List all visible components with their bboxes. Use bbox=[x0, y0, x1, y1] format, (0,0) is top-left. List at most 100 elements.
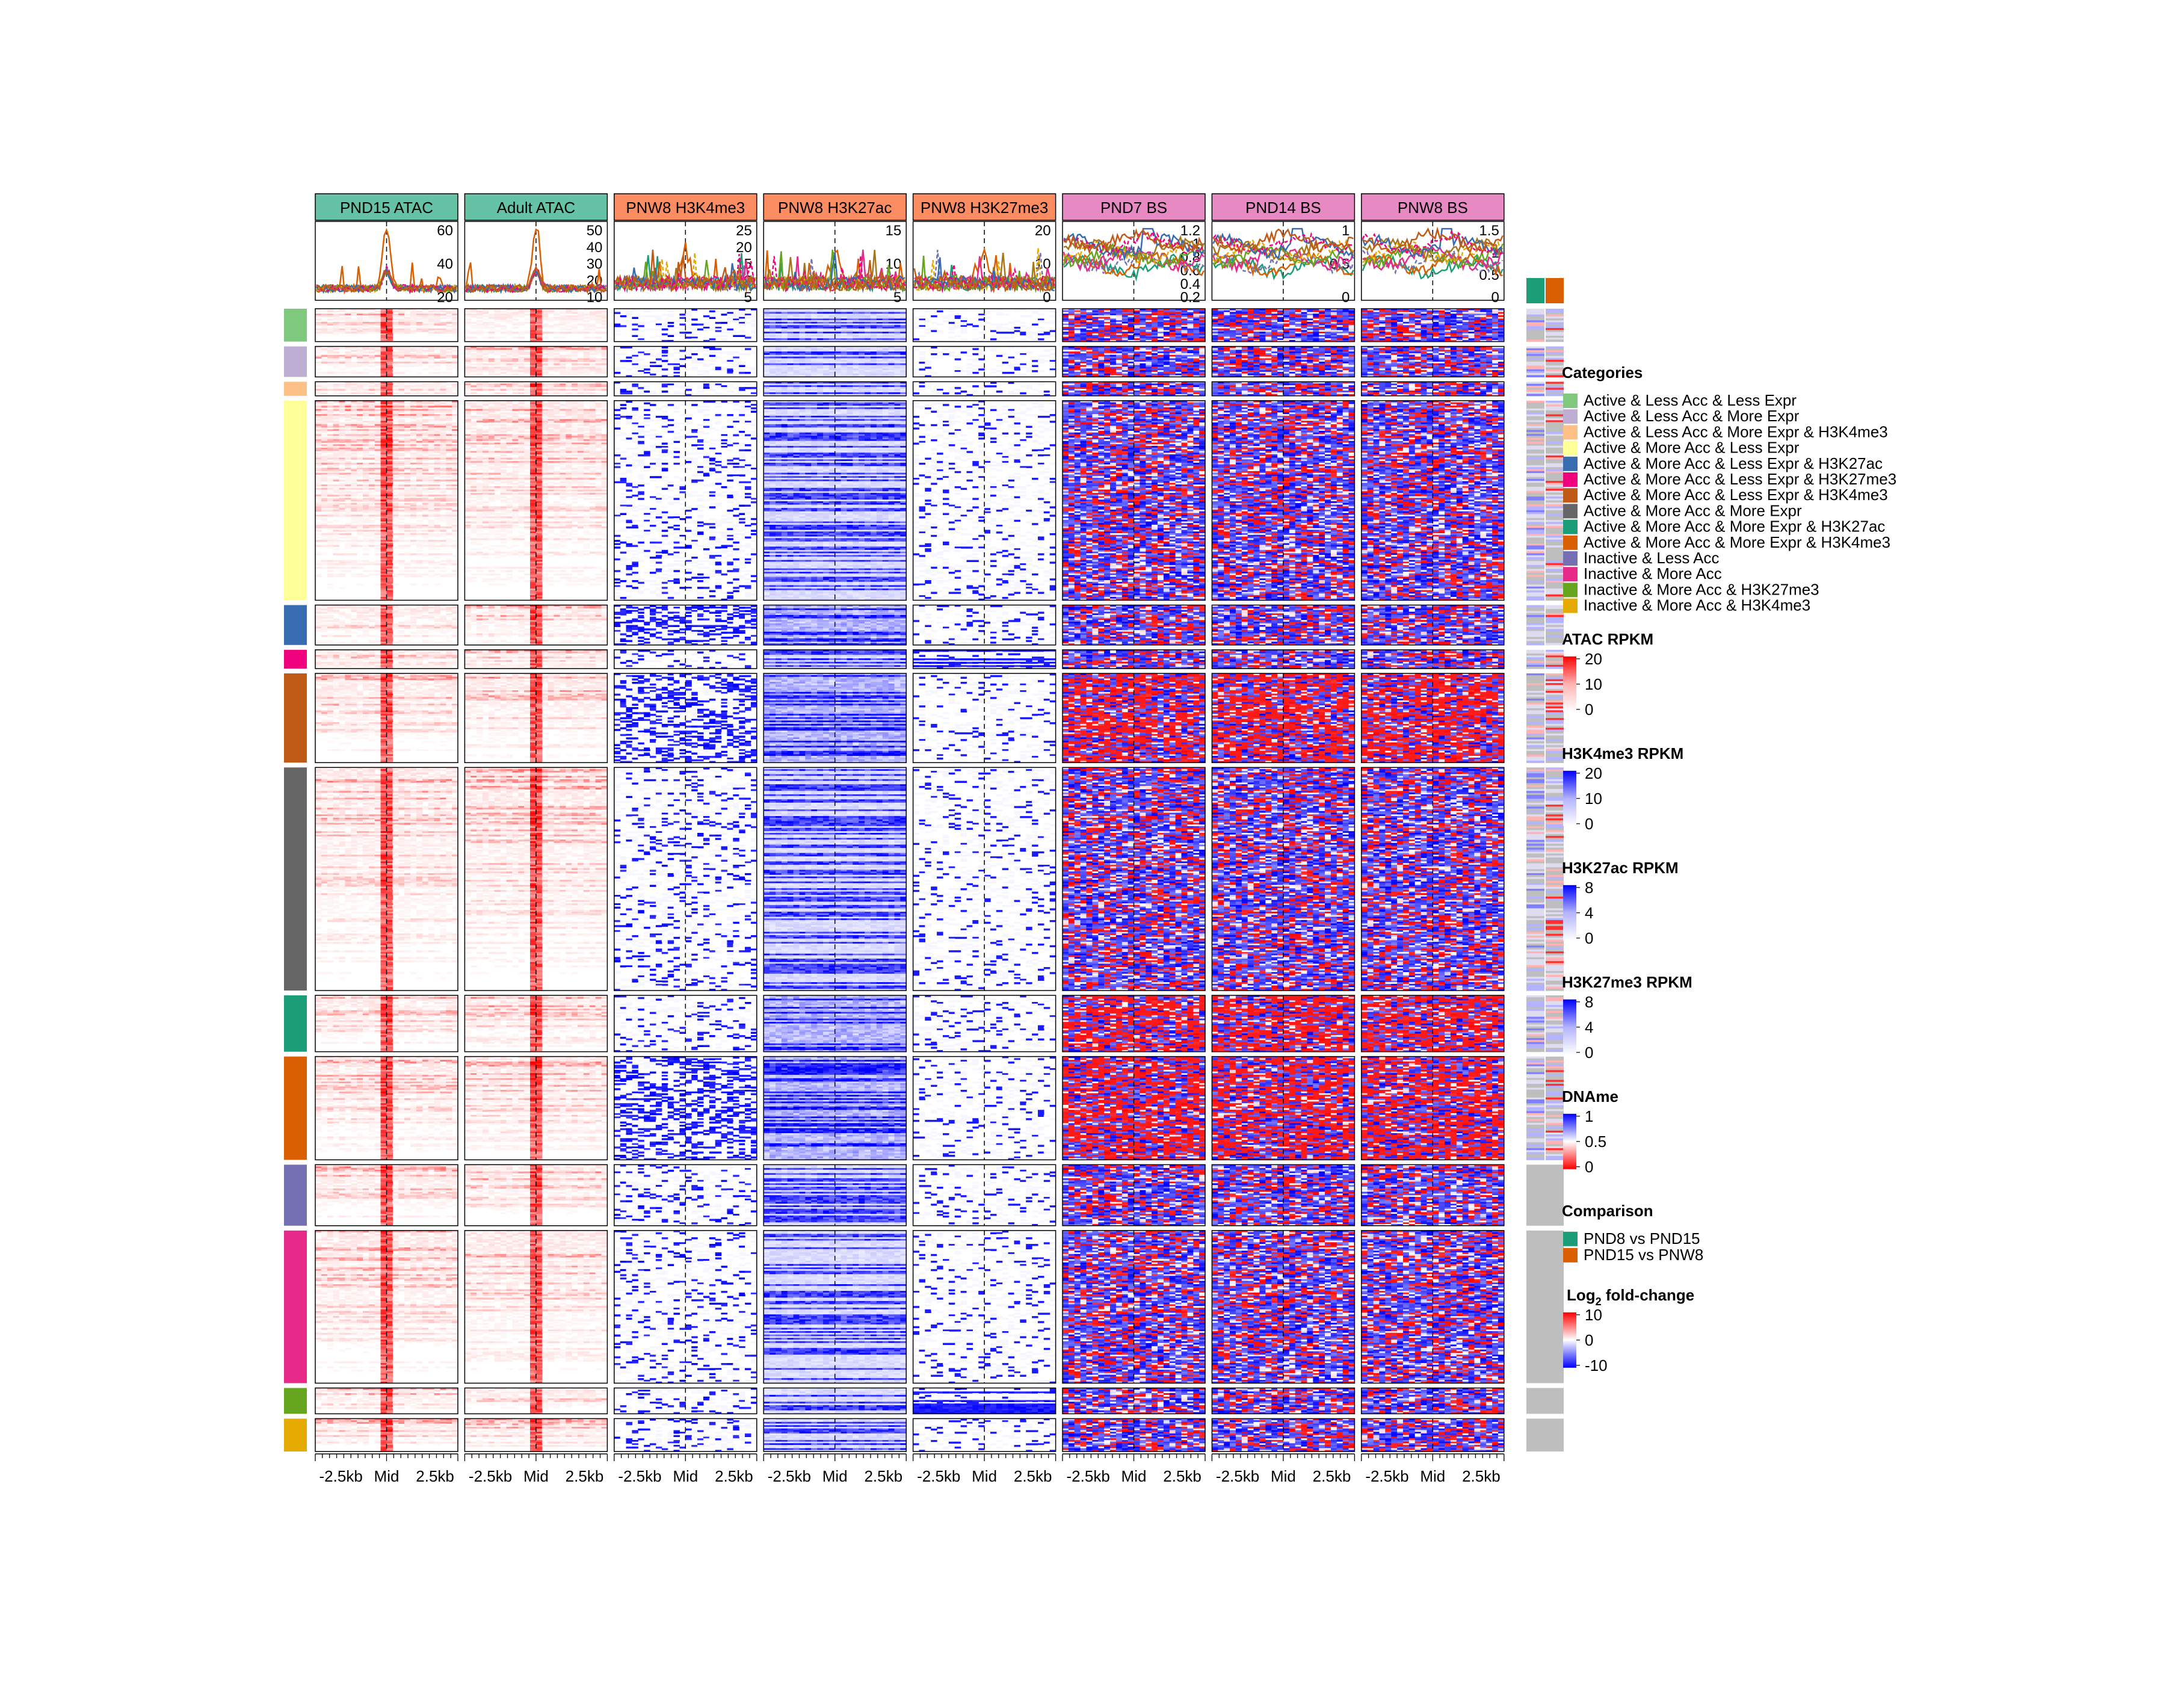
heatmap-cell bbox=[404, 426, 411, 428]
column-header: PNW8 H3K4me3 bbox=[614, 194, 757, 220]
heatmap-cell bbox=[422, 421, 429, 422]
heatmap-cell bbox=[321, 362, 328, 363]
heatmap-cell bbox=[428, 362, 435, 363]
heatmap-cell bbox=[333, 372, 340, 374]
heatmap-cell bbox=[434, 387, 441, 389]
heatmap-cell bbox=[398, 411, 405, 413]
heatmap-cell bbox=[345, 387, 351, 389]
heatmap-cell bbox=[375, 363, 381, 365]
heatmap-cell bbox=[351, 403, 357, 404]
heatmap-cell bbox=[428, 403, 435, 404]
heatmap-cell bbox=[404, 429, 411, 431]
heatmap-cell bbox=[369, 332, 375, 333]
heatmap-cell bbox=[369, 414, 375, 416]
heatmap-cell bbox=[440, 348, 446, 350]
heatmap-cell bbox=[434, 372, 441, 374]
heatmap-cell bbox=[428, 406, 435, 407]
heatmap-cell bbox=[416, 416, 423, 418]
heatmap-cell bbox=[434, 332, 441, 333]
heatmap-cell bbox=[440, 372, 446, 374]
heatmap-cell bbox=[363, 409, 369, 411]
heatmap-cell bbox=[339, 318, 346, 320]
heatmap-cell bbox=[446, 419, 452, 421]
heatmap-cell bbox=[327, 348, 334, 350]
heatmap-cell bbox=[357, 372, 363, 374]
heatmap-cell bbox=[357, 411, 363, 413]
heatmap-cell bbox=[345, 419, 351, 421]
heatmap-cell bbox=[440, 317, 446, 319]
heatmap-cell bbox=[434, 392, 441, 395]
heatmap-cell bbox=[363, 372, 369, 374]
heatmap-cell bbox=[422, 368, 429, 370]
heatmap-cell bbox=[398, 357, 405, 359]
heatmap-cell bbox=[321, 332, 328, 333]
column-header: PND14 BS bbox=[1212, 194, 1354, 220]
heatmap-cell bbox=[392, 421, 399, 422]
heatmap-cell bbox=[351, 392, 357, 395]
heatmap-cell bbox=[357, 414, 363, 416]
heatmap-cell bbox=[452, 362, 458, 363]
heatmap-cell bbox=[416, 372, 423, 374]
heatmap-cell bbox=[440, 324, 446, 326]
heatmap-cell bbox=[315, 348, 322, 350]
heatmap-cell bbox=[333, 351, 340, 353]
heatmap-cell bbox=[398, 358, 405, 360]
heatmap-cell bbox=[446, 357, 452, 359]
heatmap-cell bbox=[327, 363, 334, 365]
heatmap-block bbox=[315, 382, 458, 396]
heatmap-cell bbox=[392, 418, 399, 419]
heatmap-cell bbox=[321, 431, 328, 433]
heatmap-cell bbox=[363, 357, 369, 359]
heatmap-cell bbox=[345, 389, 351, 391]
heatmap-cell bbox=[327, 318, 334, 320]
heatmap-cell bbox=[452, 431, 458, 433]
heatmap-cell bbox=[369, 370, 375, 372]
profile-ytick: 1 bbox=[1342, 223, 1350, 239]
heatmap-cell bbox=[363, 351, 369, 353]
heatmap-cell bbox=[375, 409, 381, 411]
heatmap-cell bbox=[404, 392, 411, 395]
heatmap-cell bbox=[392, 332, 399, 333]
heatmap-cell bbox=[333, 333, 340, 335]
heatmap-cell bbox=[410, 358, 417, 360]
heatmap-cell bbox=[315, 351, 322, 353]
column-header: PNW8 H3K27me3 bbox=[913, 194, 1056, 220]
heatmap-cell bbox=[327, 324, 334, 326]
heatmap-cell bbox=[333, 418, 340, 419]
heatmap-cell bbox=[452, 387, 458, 389]
heatmap-cell bbox=[392, 325, 399, 327]
heatmap-cell bbox=[321, 348, 328, 350]
heatmap-cell bbox=[351, 414, 357, 416]
heatmap-cell bbox=[404, 434, 411, 436]
heatmap-cell bbox=[345, 332, 351, 333]
heatmap-cell bbox=[315, 315, 322, 317]
profile-ytick: 0 bbox=[1342, 289, 1350, 306]
heatmap-cell bbox=[339, 411, 346, 413]
heatmap-cell bbox=[446, 366, 452, 368]
heatmap-cell bbox=[428, 372, 435, 374]
profile-plot: 1.510.50 bbox=[1362, 221, 1504, 306]
heatmap-cell bbox=[387, 348, 393, 350]
profile-ytick: 60 bbox=[437, 223, 453, 239]
column-header-title: PNW8 H3K4me3 bbox=[626, 199, 745, 217]
heatmap-cell bbox=[434, 365, 441, 367]
heatmap-cell bbox=[351, 365, 357, 367]
heatmap-cell bbox=[416, 330, 423, 332]
profile-ytick: 25 bbox=[736, 223, 752, 239]
heatmap-cell bbox=[339, 368, 346, 370]
heatmap-cell bbox=[440, 332, 446, 333]
column-header: PND15 ATAC bbox=[315, 194, 458, 220]
heatmap-cell bbox=[392, 357, 399, 359]
heatmap-cell bbox=[375, 406, 381, 407]
heatmap-cell bbox=[375, 324, 381, 326]
heatmap-cell bbox=[434, 324, 441, 326]
heatmap-cell bbox=[369, 389, 375, 391]
heatmap-cell bbox=[392, 372, 399, 374]
heatmap-cell bbox=[428, 387, 435, 389]
heatmap-cell bbox=[369, 318, 375, 320]
heatmap-cell bbox=[392, 315, 399, 317]
heatmap-cell bbox=[404, 365, 411, 367]
heatmap-cell bbox=[381, 366, 387, 368]
heatmap-cell bbox=[351, 389, 357, 391]
column-headers: PND15 ATAC Adult ATAC PNW8 H3K4me3 PNW8 H3K… bbox=[315, 194, 1504, 220]
